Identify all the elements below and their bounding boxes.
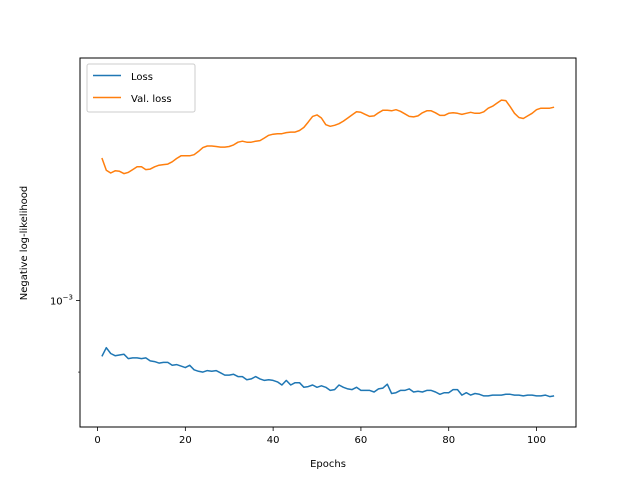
x-tick-label: 20 — [179, 435, 192, 446]
legend-label-loss: Loss — [131, 72, 153, 83]
plot-frame — [79, 57, 577, 428]
x-axis-label: Epochs — [310, 459, 346, 470]
series-lines — [101, 99, 555, 398]
x-tick-label: 40 — [267, 435, 280, 446]
series-line-val-loss — [101, 99, 555, 175]
legend: Loss Val. loss — [86, 63, 196, 113]
x-tick-label: 60 — [355, 435, 368, 446]
x-tick-label: 80 — [442, 435, 455, 446]
axes — [79, 57, 577, 428]
tick-marks: 0 20 40 60 80 100 10−3 — [50, 294, 546, 446]
y-tick-label: 10−3 — [50, 294, 73, 308]
series-line-loss — [101, 346, 555, 398]
legend-label-val-loss: Val. loss — [131, 94, 172, 105]
x-tick-label: 100 — [527, 435, 546, 446]
y-axis-label: Negative log-likelihood — [19, 186, 30, 301]
x-tick-label: 0 — [94, 435, 100, 446]
